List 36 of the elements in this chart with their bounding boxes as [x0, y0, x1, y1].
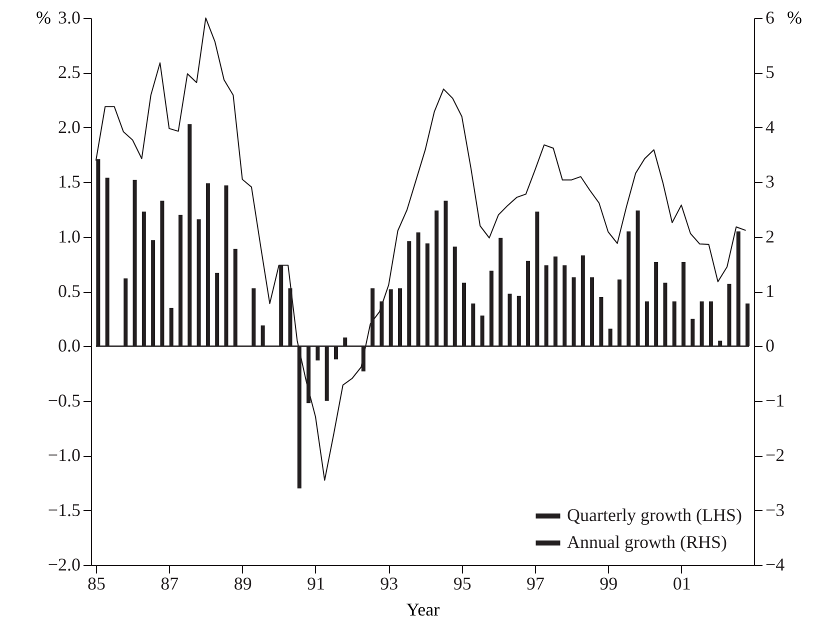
y2-tick-label: 2: [766, 226, 774, 246]
y-tick-label: −0.5: [48, 390, 80, 410]
y2-tick-label: −3: [766, 500, 785, 520]
y2-tick-label: −2: [766, 445, 785, 466]
y-tick-label: −1.0: [48, 445, 80, 466]
y-tick-label: −2.0: [48, 554, 80, 574]
y-tick-label: 2.5: [58, 62, 80, 82]
x-tick-label: 89: [234, 574, 252, 594]
y2-tick-label: −4: [766, 554, 785, 574]
y2-tick-label: 5: [766, 62, 774, 82]
y2-axis-title: %: [787, 8, 802, 28]
y-tick-label: −1.5: [48, 500, 80, 520]
x-tick-label: 99: [600, 574, 618, 594]
x-tick-label: 85: [88, 574, 106, 594]
y-tick-label: 2.0: [58, 116, 80, 137]
x-tick-label: 01: [672, 574, 691, 594]
legend-label: Quarterly growth (LHS): [567, 505, 742, 525]
y-tick-label: 0.0: [58, 336, 80, 356]
y-axis-title: %: [36, 8, 51, 28]
x-tick-label: 87: [160, 574, 179, 594]
x-tick-label: 95: [453, 574, 472, 594]
x-tick-label: 93: [380, 574, 398, 594]
y-tick-label: 3.0: [58, 8, 80, 28]
y2-tick-label: −1: [766, 390, 785, 410]
y2-tick-label: 4: [766, 116, 774, 137]
y2-tick-label: 1: [766, 281, 774, 301]
y-tick-label: 0.5: [58, 281, 80, 301]
y2-tick-label: 6: [766, 8, 774, 28]
y2-tick-label: 3: [766, 172, 774, 192]
x-tick-label: 91: [306, 574, 325, 594]
x-tick-label: 97: [526, 574, 544, 594]
x-axis-title: Year: [406, 600, 440, 620]
y-tick-label: 1.5: [58, 172, 80, 192]
legend-label: Annual growth (RHS): [567, 532, 727, 552]
y-tick-label: 1.0: [58, 226, 80, 246]
y2-tick-label: 0: [766, 336, 774, 356]
